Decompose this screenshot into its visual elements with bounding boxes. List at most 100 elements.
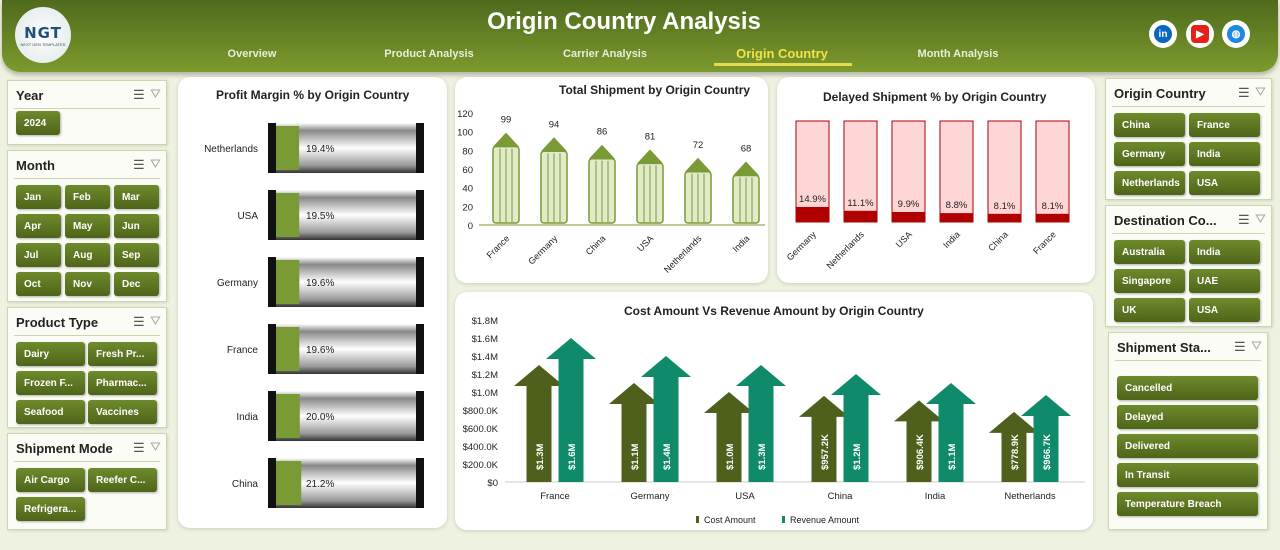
slicer-item[interactable]: Cancelled: [1117, 376, 1258, 400]
data-label: $906.4K: [915, 434, 926, 470]
slicer-item[interactable]: France: [1189, 113, 1260, 137]
slicer-item[interactable]: Frozen F...: [16, 371, 85, 395]
data-label: $1.3M: [757, 444, 768, 470]
slicer-item[interactable]: 2024: [16, 111, 60, 135]
multi-select-icon[interactable]: ☰: [133, 157, 145, 172]
bar-cap: [416, 257, 424, 307]
total-shipment-chart: 0 20 40 60 80 100 120 99 France 94 Germany 86 China 8…: [457, 109, 765, 275]
arrow-bar: [938, 403, 964, 482]
data-label: 21.2%: [306, 479, 334, 490]
multi-select-icon[interactable]: ☰: [133, 440, 145, 455]
nav-product-analysis[interactable]: Product Analysis: [384, 48, 474, 60]
clear-filter-icon[interactable]: ⛛: [150, 313, 161, 328]
slicer-item[interactable]: Temperature Breach: [1117, 492, 1258, 516]
data-label: $966.7K: [1042, 434, 1053, 470]
pencil-tip: [541, 137, 567, 152]
clear-filter-icon[interactable]: ⛛: [1255, 211, 1266, 226]
slicer-item[interactable]: Apr: [16, 214, 61, 238]
website-button[interactable]: ◍: [1222, 20, 1250, 48]
arrow-head: [831, 374, 881, 395]
data-label: 8.1%: [1042, 201, 1064, 212]
legend-label: Cost Amount: [704, 515, 756, 525]
divider: [14, 108, 160, 109]
slicer-item[interactable]: Delayed: [1117, 405, 1258, 429]
bar-cap: [268, 324, 276, 374]
slicer-item[interactable]: UK: [1114, 298, 1185, 322]
divider: [14, 178, 160, 179]
left-slicer-year: Year ☰ ⛛ 2024: [7, 80, 167, 145]
slicer-item[interactable]: Pharmac...: [88, 371, 157, 395]
slicer-item[interactable]: Refrigera...: [16, 497, 85, 521]
slicer-item[interactable]: Mar: [114, 185, 159, 209]
nav-month-analysis[interactable]: Month Analysis: [917, 48, 999, 60]
clear-filter-icon[interactable]: ⛛: [150, 156, 161, 171]
slicer-item[interactable]: Seafood: [16, 400, 85, 424]
y-tick-label: 120: [457, 109, 473, 120]
x-tick-label: Germany: [630, 491, 669, 502]
data-label: 72: [693, 140, 704, 151]
legend-swatch: [696, 516, 699, 523]
slicer-item[interactable]: Jun: [114, 214, 159, 238]
nav-carrier-analysis[interactable]: Carrier Analysis: [563, 48, 647, 60]
slicer-item[interactable]: In Transit: [1117, 463, 1258, 487]
slicer-item[interactable]: UAE: [1189, 269, 1260, 293]
clear-filter-icon[interactable]: ⛛: [1255, 84, 1266, 99]
slicer-item[interactable]: Netherlands: [1114, 171, 1185, 195]
arrow-bar: [811, 415, 837, 482]
slicer-item[interactable]: May: [65, 214, 110, 238]
slicer-item[interactable]: India: [1189, 142, 1260, 166]
multi-select-icon[interactable]: ☰: [1238, 85, 1250, 100]
multi-select-icon[interactable]: ☰: [1234, 339, 1246, 354]
slicer-item[interactable]: Feb: [65, 185, 110, 209]
clear-filter-icon[interactable]: ⛛: [150, 86, 161, 101]
category-label: USA: [237, 211, 258, 222]
slicer-item[interactable]: India: [1189, 240, 1260, 264]
data-label: 19.6%: [306, 278, 334, 289]
bar: [988, 213, 1021, 222]
nav-overview[interactable]: Overview: [227, 48, 277, 60]
data-label: 19.4%: [306, 144, 334, 155]
clear-filter-icon[interactable]: ⛛: [1251, 338, 1262, 353]
slicer-item[interactable]: USA: [1189, 171, 1260, 195]
y-tick-label: $0: [487, 478, 498, 489]
slicer-item[interactable]: Fresh Pr...: [88, 342, 157, 366]
slicer-item[interactable]: Air Cargo: [16, 468, 85, 492]
slicer-title: Shipment Mode: [16, 441, 113, 456]
slicer-item[interactable]: USA: [1189, 298, 1260, 322]
bar: [276, 327, 300, 371]
slicer-item[interactable]: Vaccines: [88, 400, 157, 424]
slicer-item[interactable]: Jan: [16, 185, 61, 209]
slicer-item[interactable]: Jul: [16, 243, 61, 267]
youtube-button[interactable]: ▶: [1186, 20, 1214, 48]
header-bar: NGT NEXT GEN TEMPLATES Origin Country Ana…: [2, 0, 1278, 72]
slicer-title: Month: [16, 158, 55, 173]
pencil-tip: [589, 144, 615, 159]
slicer-item[interactable]: Dairy: [16, 342, 85, 366]
multi-select-icon[interactable]: ☰: [1238, 212, 1250, 227]
slicer-item[interactable]: Aug: [65, 243, 110, 267]
slicer-item[interactable]: China: [1114, 113, 1185, 137]
bar-cap: [416, 123, 424, 173]
slicer-item[interactable]: Australia: [1114, 240, 1185, 264]
slicer-item[interactable]: Sep: [114, 243, 159, 267]
slicer-item[interactable]: Singapore: [1114, 269, 1185, 293]
category-label: China: [232, 479, 259, 490]
x-tick-label: Netherlands: [1004, 491, 1055, 502]
clear-filter-icon[interactable]: ⛛: [150, 439, 161, 454]
left-slicer-month: Month ☰ ⛛ Jan Feb Mar Apr May Jun Jul Aug Sep Oct…: [7, 150, 167, 302]
slicer-item[interactable]: Delivered: [1117, 434, 1258, 458]
multi-select-icon[interactable]: ☰: [133, 87, 145, 102]
slicer-item[interactable]: Dec: [114, 272, 159, 296]
chart-title: Cost Amount Vs Revenue Amount by Origin …: [624, 304, 924, 318]
slicer-item[interactable]: Nov: [65, 272, 110, 296]
linkedin-button[interactable]: in: [1149, 20, 1177, 48]
x-tick-label: France: [540, 491, 570, 502]
bar-cap: [416, 190, 424, 240]
slicer-item[interactable]: Reefer C...: [88, 468, 157, 492]
x-tick-label: USA: [735, 491, 755, 502]
pencil-tip: [637, 149, 663, 164]
multi-select-icon[interactable]: ☰: [133, 314, 145, 329]
slicer-item[interactable]: Germany: [1114, 142, 1185, 166]
slicer-item[interactable]: Oct: [16, 272, 61, 296]
nav-origin-country[interactable]: Origin Country: [736, 46, 828, 61]
